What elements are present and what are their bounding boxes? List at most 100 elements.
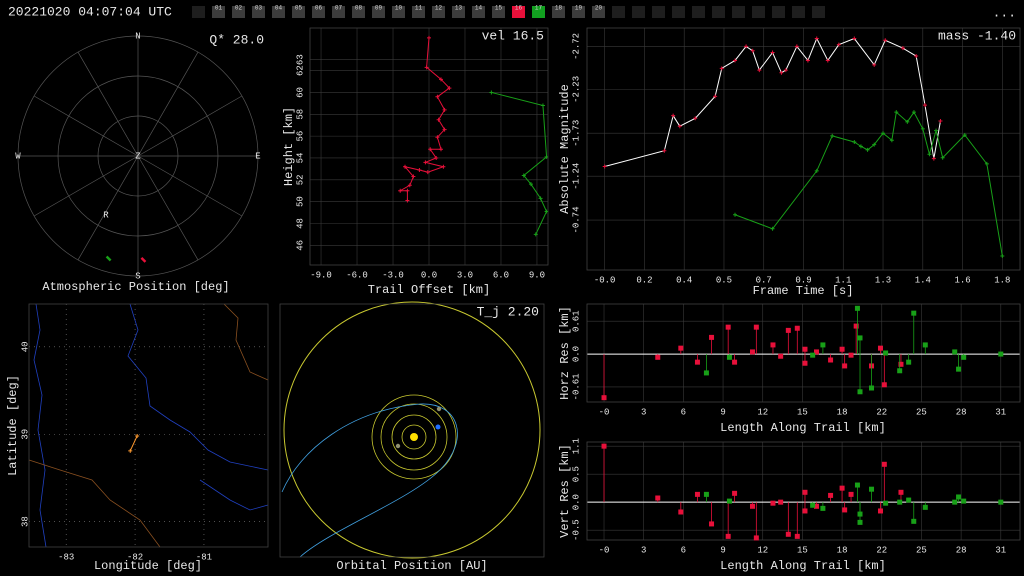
y-tick-label: 58 [295,109,305,120]
tab[interactable] [332,6,345,18]
residual-marker [820,505,826,511]
residual-marker [897,368,903,374]
direction-label: N [135,31,140,41]
tab[interactable] [252,6,265,18]
y-tick-label: 48 [295,218,305,229]
point-marker [407,183,412,188]
point-marker [927,152,932,157]
x-tick-label: 1.3 [875,275,891,285]
point-marker [931,156,936,161]
y-tick-label: -2.23 [571,76,581,103]
residual-marker [828,357,834,363]
point-marker [447,86,452,91]
tab[interactable] [492,6,505,18]
point-marker [428,147,433,152]
x-tick-label: 28 [956,545,967,555]
tab[interactable] [432,6,445,18]
residual-marker [753,324,759,330]
plot-frame [279,303,545,558]
series-line [734,111,1003,257]
point-marker [779,70,784,75]
y-axis-label: Latitude [deg] [6,375,20,476]
polar-spoke [137,95,243,157]
tab[interactable] [372,6,385,18]
series-line [398,37,451,201]
plot-frame [586,27,1021,271]
x-tick-label: 18 [837,407,848,417]
residual-marker [854,482,860,488]
tab[interactable] [352,6,365,18]
tab[interactable] [552,6,565,18]
y-axis-label: Vert Res [km] [558,444,572,538]
tab[interactable] [452,6,465,18]
y-axis-label: Absolute Magnitude [558,84,572,214]
point-marker [434,155,439,160]
plot-frame [586,441,1021,541]
residual-marker [785,531,791,537]
residual-marker [785,327,791,333]
residual-marker [956,366,962,372]
residual-marker [749,503,755,509]
point-marker [794,44,799,49]
map-borders [28,303,269,548]
residual-marker [869,385,875,391]
x-tick-label: 6 [681,545,686,555]
residual-marker [839,346,845,352]
tab[interactable] [512,6,525,18]
tab[interactable] [212,6,225,18]
residual-marker [853,323,859,329]
point-marker [852,36,857,41]
residual-marker [802,489,808,495]
menu-button[interactable]: ... [993,5,1016,20]
point-marker [1000,253,1005,258]
x-tick-label: 28 [956,407,967,417]
point-marker [713,94,718,99]
polar-spoke [33,95,139,157]
y-tick-label: 0.0 [571,494,581,510]
tab[interactable] [412,6,425,18]
x-tick-label: -82 [127,552,143,562]
x-tick-label: 22 [876,545,887,555]
tab[interactable] [592,6,605,18]
x-tick-label: 12 [757,545,768,555]
tab[interactable] [472,6,485,18]
tab[interactable] [312,6,325,18]
tab[interactable] [532,6,545,18]
residual-marker [906,497,912,503]
plot-frame [309,27,549,266]
y-tick-label: 0.5 [571,466,581,482]
point-marker [830,133,835,138]
x-tick-label: 0.0 [421,270,437,280]
point-marker [602,164,607,169]
point-marker [940,155,945,160]
point-marker [719,66,724,71]
residual-marker [911,310,917,316]
x-tick-label: 9 [720,407,725,417]
point-marker [128,448,133,453]
point-marker [438,147,443,152]
point-marker [436,117,441,122]
tab-label: 20 [595,5,603,12]
point-marker [744,44,749,49]
y-tick-label: 0.0 [571,346,581,362]
tab[interactable] [232,6,245,18]
residual-marker [956,494,962,500]
tab[interactable] [292,6,305,18]
point-marker [920,126,925,131]
tab[interactable] [272,6,285,18]
x-tick-label: 0.4 [676,275,692,285]
point-marker [423,160,428,165]
point-marker [424,65,429,70]
point-marker [757,68,762,73]
x-axis-label: Length Along Trail [km] [720,421,886,435]
y-tick-label: 62 [295,65,305,76]
point-marker [677,124,682,129]
tab[interactable] [392,6,405,18]
tab[interactable] [572,6,585,18]
x-tick-label: 1.1 [835,275,851,285]
y-tick-label: -1.24 [571,163,581,190]
point-marker [814,168,819,173]
x-tick-label: -3.0 [382,270,404,280]
point-marker [435,94,440,99]
meteor-track [105,255,112,262]
